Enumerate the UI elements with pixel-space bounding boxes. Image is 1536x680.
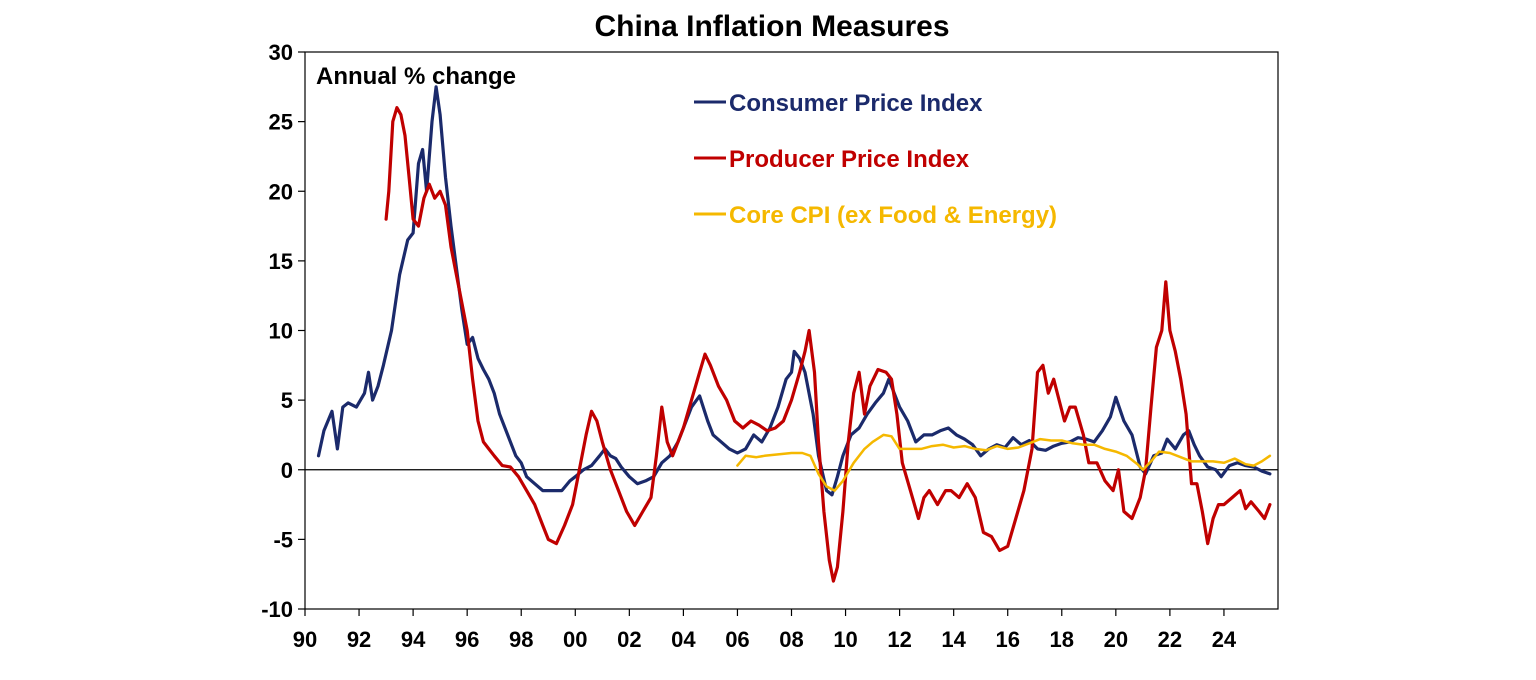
x-axis: 90 92 94 96 98 00 02 04 06 08 10 12 14 16 18 20 22 24 xyxy=(293,609,1237,652)
x-tick-label: 90 xyxy=(293,627,317,652)
y-tick-label: 5 xyxy=(281,388,293,413)
legend-label: Producer Price Index xyxy=(729,146,970,173)
x-tick-label: 20 xyxy=(1104,627,1128,652)
x-tick-label: 96 xyxy=(455,627,479,652)
x-tick-label: 24 xyxy=(1212,627,1237,652)
y-tick-label: 25 xyxy=(269,110,293,135)
legend-label: Core CPI (ex Food & Energy) xyxy=(729,202,1057,229)
x-tick-label: 14 xyxy=(941,627,966,652)
x-tick-label: 94 xyxy=(401,627,426,652)
legend: Consumer Price Index Producer Price Index… xyxy=(694,90,1057,229)
x-tick-label: 18 xyxy=(1050,627,1074,652)
x-tick-label: 92 xyxy=(347,627,371,652)
plot-area-frame xyxy=(304,51,1279,610)
y-tick-label: 30 xyxy=(269,40,293,65)
y-tick-label: 0 xyxy=(281,458,293,483)
y-tick-label: 20 xyxy=(269,179,293,204)
x-tick-label: 02 xyxy=(617,627,641,652)
x-tick-label: 22 xyxy=(1158,627,1182,652)
y-tick-label: 10 xyxy=(269,319,293,344)
x-tick-label: 06 xyxy=(725,627,749,652)
x-tick-label: 98 xyxy=(509,627,533,652)
y-tick-label: 15 xyxy=(269,249,293,274)
series-line-0 xyxy=(316,85,1272,497)
x-tick-label: 08 xyxy=(779,627,803,652)
y-tick-label: -10 xyxy=(261,597,293,622)
y-axis: 30 25 20 15 10 5 0 -5 -10 xyxy=(261,40,305,622)
x-tick-label: 16 xyxy=(995,627,1019,652)
legend-label: Consumer Price Index xyxy=(729,90,983,117)
x-tick-label: 00 xyxy=(563,627,587,652)
unit-label: Annual % change xyxy=(316,63,516,90)
x-tick-label: 10 xyxy=(833,627,857,652)
series-group xyxy=(316,85,1272,583)
y-tick-label: -5 xyxy=(273,527,293,552)
series-line-2 xyxy=(736,433,1272,492)
chart-title: China Inflation Measures xyxy=(594,10,949,43)
x-tick-label: 12 xyxy=(887,627,911,652)
x-tick-label: 04 xyxy=(671,627,696,652)
series-line-1 xyxy=(384,106,1272,583)
